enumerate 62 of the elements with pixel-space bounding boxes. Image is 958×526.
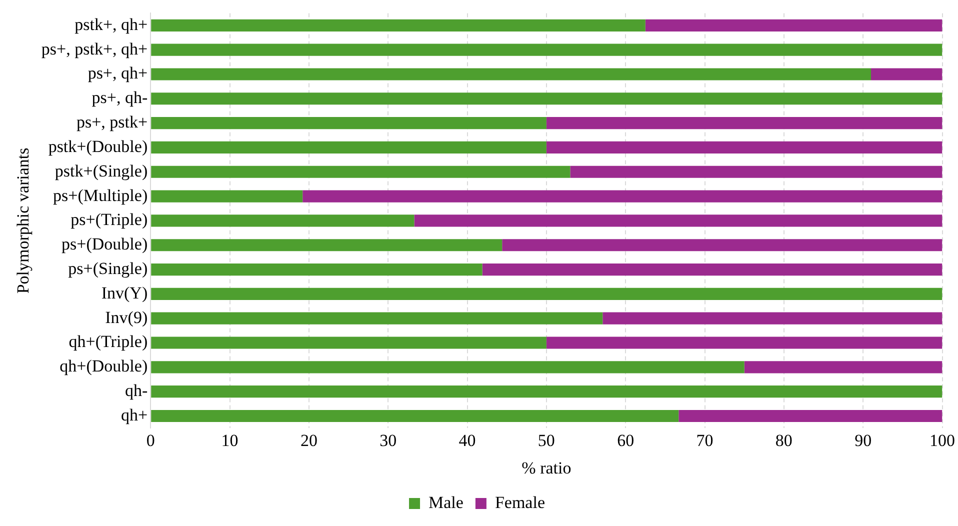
x-tick-label: 20 [300, 430, 318, 450]
y-tick-label: pstk+(Double) [48, 136, 148, 156]
bar [151, 386, 942, 398]
bar [482, 263, 942, 276]
x-tick-label: 100 [930, 430, 955, 450]
bar [151, 410, 679, 422]
bar [151, 166, 570, 178]
y-tick-label: Inv(9) [105, 308, 148, 327]
bar [151, 117, 546, 130]
y-tick-label: ps+, pstk+ [76, 112, 148, 132]
y-tick-label: qh- [124, 381, 148, 400]
bar [546, 117, 942, 130]
bar [546, 141, 942, 154]
y-tick-label: ps+, qh+ [88, 64, 148, 83]
y-tick-label: ps+, pstk+, qh+ [41, 39, 148, 58]
x-tick-label: 10 [221, 430, 238, 450]
x-tick-label: 50 [538, 430, 555, 450]
bar [151, 68, 872, 80]
bar [744, 361, 942, 374]
bar [151, 19, 646, 32]
bar [151, 263, 482, 276]
bar [151, 214, 414, 227]
bar [414, 214, 942, 227]
bar [151, 239, 502, 252]
y-tick-label: qh+ [121, 405, 148, 424]
y-tick-label: qh+(Double) [60, 356, 148, 376]
bar [570, 166, 942, 178]
bar [678, 410, 942, 422]
legend-label: Male [428, 492, 464, 512]
bar [546, 336, 942, 349]
bar [151, 92, 942, 105]
y-tick-label: pstk+, qh+ [74, 14, 148, 34]
y-tick-label: qh+(Triple) [68, 332, 148, 352]
y-axis-title: Polymorphic variants [14, 148, 33, 294]
x-tick-label: 0 [146, 430, 155, 450]
bar [151, 141, 546, 154]
x-tick-label: 60 [617, 430, 634, 450]
legend-label: Female [494, 492, 545, 512]
bar [151, 288, 942, 300]
y-tick-label: ps+(Double) [62, 234, 148, 254]
y-tick-label: ps+(Multiple) [53, 186, 148, 205]
y-tick-label: Inv(Y) [101, 283, 148, 302]
bar [602, 312, 942, 324]
y-tick-label: ps+(Triple) [70, 210, 148, 230]
x-tick-label: 90 [854, 430, 872, 450]
bar [151, 190, 303, 202]
bar [151, 44, 942, 56]
bar [151, 336, 546, 349]
bar [151, 361, 744, 374]
x-tick-label: 30 [380, 430, 397, 450]
x-tick-label: 40 [458, 430, 476, 450]
y-tick-label: pstk+(Single) [54, 161, 148, 180]
y-tick-label: ps+(Single) [68, 258, 148, 278]
bar [871, 68, 942, 80]
bar [302, 190, 942, 202]
bar [151, 312, 603, 324]
y-tick-label: ps+, qh- [92, 88, 148, 108]
x-tick-label: 80 [775, 430, 792, 450]
bar [645, 19, 942, 32]
bar [502, 239, 942, 252]
x-tick-label: 70 [696, 430, 714, 450]
x-axis-title: % ratio [522, 458, 572, 478]
